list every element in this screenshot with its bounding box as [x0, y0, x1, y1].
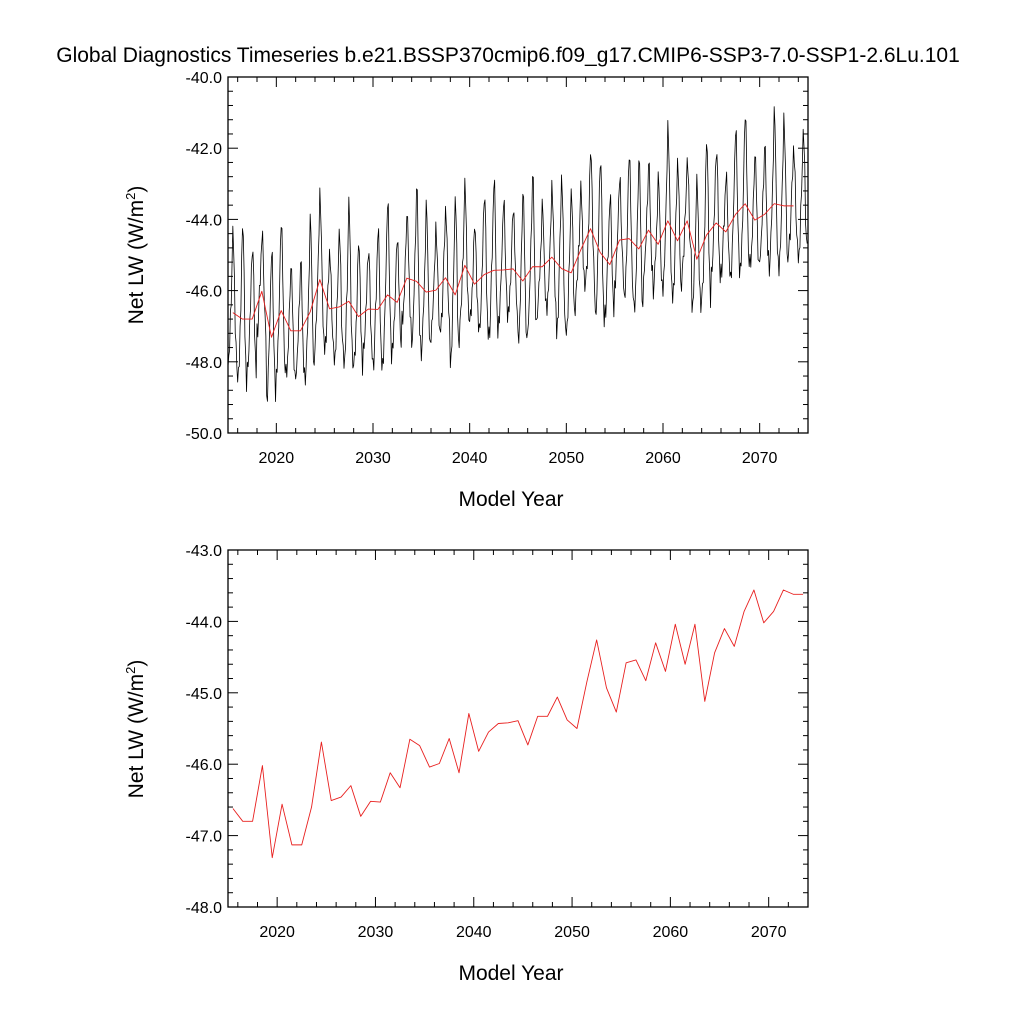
y-axis-label-end: )	[125, 186, 148, 193]
y-axis-label-main: Net LW (W/m	[125, 674, 148, 798]
y-tick-label: -46.0	[186, 757, 223, 774]
series-layer	[232, 589, 804, 859]
tick-marks	[228, 549, 809, 908]
x-tick-label: 2040	[452, 450, 488, 467]
series-layer	[227, 106, 808, 402]
annual-mean-line	[232, 203, 794, 338]
x-tick-labels: 2020 2030 2040 2050 2060 2070	[259, 924, 786, 941]
y-axis-label-superscript: 2	[123, 667, 138, 674]
y-tick-label: -44.0	[186, 212, 223, 229]
x-axis-label: Model Year	[458, 962, 563, 985]
x-tick-label: 2050	[554, 924, 590, 941]
monthly-series-line	[227, 106, 808, 402]
y-tick-label: -40.0	[186, 70, 223, 87]
y-tick-label: -48.0	[186, 355, 223, 372]
panel-top: -50.0-48.0-46.0-44.0-42.0-40.0 2020 2030 2…	[123, 70, 809, 511]
y-tick-label: -45.0	[186, 686, 223, 703]
x-tick-label: 2060	[645, 450, 681, 467]
x-axis-label: Model Year	[458, 488, 563, 511]
plot-frame	[227, 76, 809, 434]
y-tick-label: -48.0	[186, 900, 223, 917]
x-tick-label: 2070	[742, 450, 778, 467]
x-tick-label: 2030	[355, 450, 391, 467]
y-axis-label: Net LW (W/m2)	[123, 186, 148, 325]
y-tick-labels: -48.0 -47.0 -46.0 -45.0 -44.0 -43.0	[186, 543, 223, 917]
chart-title: Global Diagnostics Timeseries b.e21.BSSP…	[56, 44, 960, 67]
y-tick-label: -42.0	[186, 141, 223, 158]
y-tick-label: -43.0	[186, 543, 223, 560]
panel-bottom: -48.0-47.0-46.0-45.0-44.0-43.0 2020 2030 2…	[123, 543, 809, 985]
y-tick-label: -47.0	[186, 829, 223, 846]
y-axis-label-superscript: 2	[123, 193, 138, 200]
plot-frame	[227, 549, 809, 908]
y-axis-label: Net LW (W/m2)	[123, 660, 148, 799]
x-tick-label: 2050	[549, 450, 585, 467]
x-tick-label: 2020	[259, 924, 295, 941]
x-tick-label: 2060	[653, 924, 689, 941]
y-tick-label: -44.0	[186, 614, 223, 631]
y-tick-label: -46.0	[186, 284, 223, 301]
x-tick-label: 2030	[358, 924, 394, 941]
x-tick-label: 2020	[259, 450, 295, 467]
y-axis-label-end: )	[125, 660, 148, 667]
annual-mean-line	[232, 589, 804, 859]
x-tick-label: 2070	[751, 924, 787, 941]
x-tick-label: 2040	[456, 924, 492, 941]
y-tick-labels: -50.0 -48.0 -46.0 -44.0 -42.0 -40.0	[186, 70, 223, 443]
y-tick-label: -50.0	[186, 426, 223, 443]
y-axis-label-main: Net LW (W/m	[125, 200, 148, 324]
x-tick-labels: 2020 2030 2040 2050 2060 2070	[259, 450, 778, 467]
tick-marks	[228, 76, 808, 434]
